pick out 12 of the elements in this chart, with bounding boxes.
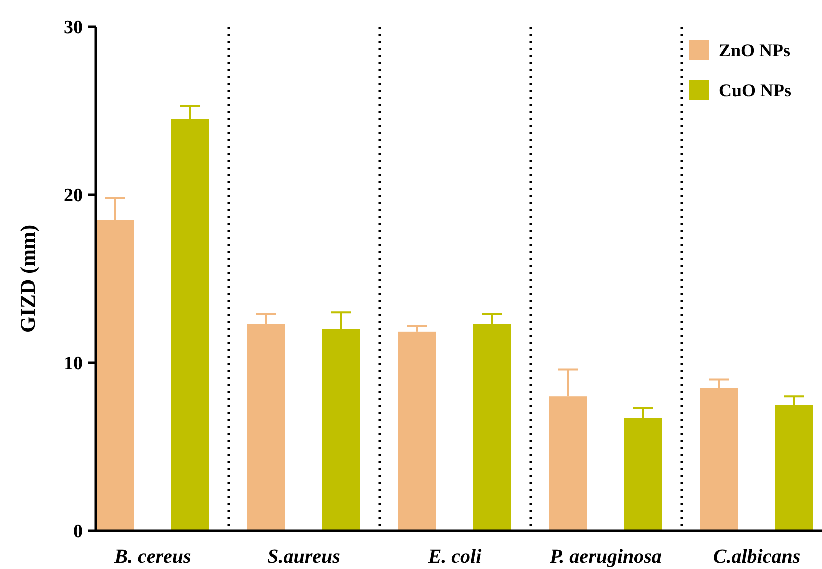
y-tick-label: 30 <box>64 18 83 39</box>
legend-label: CuO NPs <box>719 80 792 100</box>
y-tick-label: 20 <box>64 186 83 207</box>
y-axis-title: GIZD (mm) <box>16 225 40 333</box>
y-tick-label: 0 <box>74 522 83 543</box>
y-tick-label: 10 <box>64 354 83 375</box>
x-tick-label: B. cereus <box>114 546 192 568</box>
legend-label: ZnO NPs <box>719 40 791 60</box>
x-tick-label: E. coli <box>427 546 482 568</box>
x-tick-label: S.aureus <box>268 546 341 568</box>
x-tick-label: P. aeruginosa <box>549 546 662 568</box>
x-tick-label: C.albicans <box>713 546 801 568</box>
